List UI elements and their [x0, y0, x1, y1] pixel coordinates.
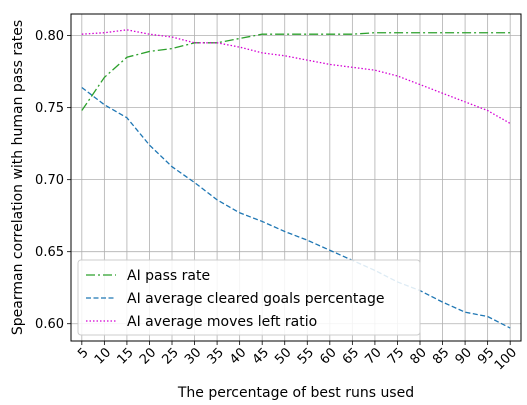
- x-tick-label: 70: [362, 345, 384, 367]
- y-tick-label: 0.60: [35, 317, 64, 332]
- x-tick-label: 50: [272, 345, 294, 367]
- series-lines: [81, 29, 511, 329]
- y-axis-label: Spearman correlation with human pass rat…: [10, 20, 26, 335]
- x-tick-label: 40: [227, 345, 249, 367]
- x-tick-label: 5: [75, 345, 91, 361]
- legend: AI pass rate AI average cleared goals pe…: [77, 259, 421, 336]
- x-tick-label: 25: [160, 345, 182, 367]
- legend-label-ai-pass-rate: AI pass rate: [127, 268, 210, 284]
- legend-box: [77, 259, 421, 336]
- series-line-2: [81, 29, 511, 125]
- x-tick-label: 30: [182, 345, 204, 367]
- y-tick-label: 0.70: [35, 173, 64, 188]
- x-tick-label: 60: [317, 345, 339, 367]
- x-tick-label: 45: [250, 345, 272, 367]
- x-tick-label: 75: [385, 345, 407, 367]
- legend-label-ai-cleared-goals: AI average cleared goals percentage: [127, 291, 384, 307]
- x-tick-label: 100: [492, 345, 520, 373]
- x-tick-label: 85: [430, 345, 452, 367]
- y-tick-label: 0.75: [35, 101, 64, 116]
- y-tick-label: 0.80: [35, 29, 64, 44]
- x-axis-label: The percentage of best runs used: [177, 385, 414, 401]
- x-tick-label: 20: [137, 345, 159, 367]
- plot-frame: [70, 13, 522, 342]
- legend-label-ai-moves-left: AI average moves left ratio: [127, 314, 317, 330]
- x-tick-label: 10: [92, 345, 114, 367]
- x-tick-label: 80: [408, 345, 430, 367]
- series-line-0: [81, 32, 511, 111]
- x-tick-label: 55: [295, 345, 317, 367]
- x-tick-label: 90: [453, 345, 475, 367]
- y-tick-label: 0.65: [35, 245, 64, 260]
- x-tick-label: 35: [205, 345, 227, 367]
- x-tick-label: 65: [340, 345, 362, 367]
- x-tick-label: 15: [114, 345, 136, 367]
- series-line-1: [81, 86, 511, 329]
